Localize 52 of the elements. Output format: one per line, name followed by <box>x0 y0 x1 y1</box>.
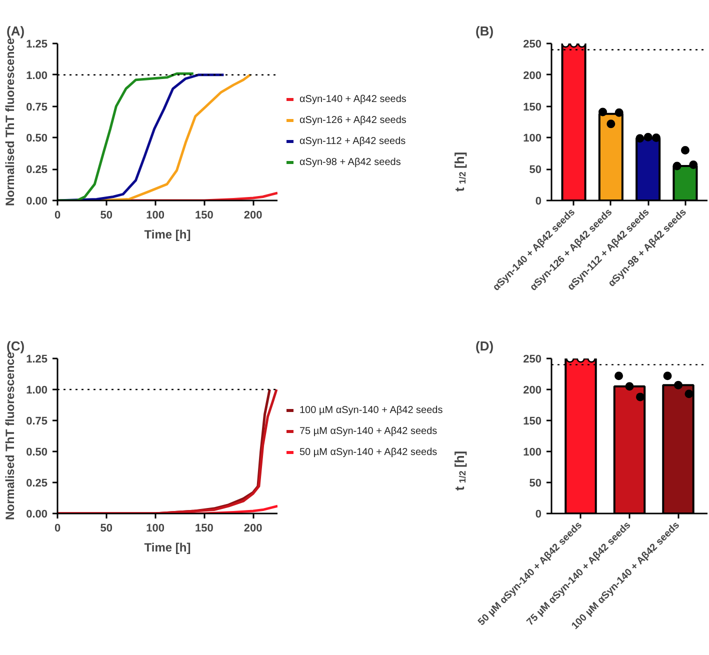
x-tick-label: 100 <box>146 210 164 222</box>
legend-label: αSyn-112 + Aβ42 seeds <box>300 136 406 147</box>
chart-title: (A) <box>6 24 25 38</box>
y-tick-label: 0.25 <box>26 164 48 176</box>
chart-title: (C) <box>6 338 25 354</box>
legend-label: αSyn-98 + Aβ42 seeds <box>300 157 401 168</box>
x-tick-label: 150 <box>194 210 214 222</box>
y-tick-label: 0.75 <box>26 416 48 428</box>
legend-label: 100 µM αSyn-140 + Aβ42 seeds <box>300 405 443 416</box>
legend-label: 75 µM αSyn-140 + Aβ42 seeds <box>300 426 438 437</box>
y-tick-label: 0.00 <box>26 196 48 208</box>
y-tick-label: 0.00 <box>26 508 48 520</box>
y-tick-label: 100 <box>523 132 542 145</box>
x-tick-label: 100 <box>146 522 164 534</box>
x-tick-label: 0 <box>54 210 61 222</box>
y-axis-title: t1/2 [h] <box>452 450 468 491</box>
chart-title: (B) <box>476 24 494 38</box>
y-tick-label: 150 <box>523 101 542 114</box>
y-tick-label: 0 <box>535 196 542 208</box>
y-axis-title: Normalised ThT fluorescence <box>3 352 18 520</box>
y-tick-label: 0.50 <box>26 132 48 145</box>
x-tick-label: 200 <box>244 210 262 222</box>
y-axis-title: Normalised ThT fluorescence <box>3 38 18 206</box>
x-tick-label: 0 <box>54 522 61 534</box>
legend-label: αSyn-140 + Aβ42 seeds <box>300 94 406 105</box>
x-axis-title: Time [h] <box>144 228 191 242</box>
y-tick-label: 0.25 <box>26 478 48 490</box>
y-tick-label: 0 <box>535 508 542 520</box>
y-tick-label: 50 <box>529 164 542 176</box>
y-tick-label: 1.25 <box>26 354 48 366</box>
y-tick-label: 0.50 <box>26 446 48 458</box>
line-series <box>58 72 195 200</box>
y-tick-label: 1.00 <box>26 384 48 396</box>
y-tick-label: 0.75 <box>26 101 48 114</box>
y-tick-label: 150 <box>523 416 542 428</box>
y-tick-label: 200 <box>523 70 542 82</box>
y-tick-label: 1.25 <box>26 38 48 50</box>
y-tick-label: 1.00 <box>26 70 48 82</box>
y-tick-label: 250 <box>523 354 542 366</box>
x-tick-label: 150 <box>194 522 214 534</box>
legend-label: αSyn-126 + Aβ42 seeds <box>300 115 406 126</box>
x-tick-label: 50 <box>100 210 113 222</box>
chart-title: (D) <box>476 338 494 354</box>
x-tick-label: 200 <box>244 522 262 534</box>
y-tick-label: 250 <box>523 38 542 50</box>
y-tick-label: 50 <box>529 478 542 490</box>
x-tick-label: 50 <box>100 522 113 534</box>
y-axis-title: t1/2 [h] <box>452 152 468 192</box>
legend-label: 50 µM αSyn-140 + Aβ42 seeds <box>300 447 438 458</box>
y-tick-label: 100 <box>523 446 542 458</box>
y-tick-label: 200 <box>523 384 542 396</box>
x-axis-title: Time [h] <box>144 540 191 554</box>
